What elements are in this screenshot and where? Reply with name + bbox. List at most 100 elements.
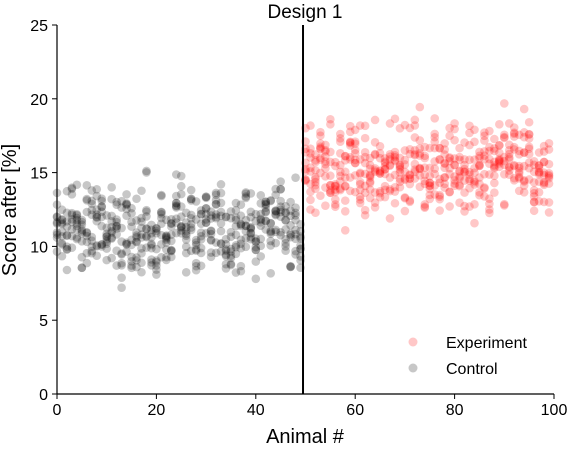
point-experiment xyxy=(534,197,544,206)
point-control xyxy=(87,232,97,242)
point-experiment xyxy=(400,175,410,185)
point-experiment xyxy=(430,181,440,190)
point-control xyxy=(221,246,231,255)
point-experiment xyxy=(485,146,494,156)
point-control xyxy=(77,229,87,238)
point-experiment xyxy=(331,200,340,209)
point-experiment xyxy=(370,138,380,147)
point-control xyxy=(62,244,72,254)
point-control xyxy=(67,184,77,194)
point-control xyxy=(67,190,77,199)
point-experiment xyxy=(410,115,420,125)
point-control xyxy=(261,203,271,212)
point-control xyxy=(117,273,126,282)
point-control xyxy=(107,194,116,204)
point-experiment xyxy=(490,146,499,156)
point-control xyxy=(176,189,186,199)
point-control xyxy=(196,235,206,244)
point-control xyxy=(181,242,191,252)
point-experiment xyxy=(529,157,539,166)
point-experiment xyxy=(420,200,430,209)
point-control xyxy=(132,256,141,265)
point-control xyxy=(211,199,221,209)
point-control xyxy=(157,219,166,228)
point-experiment xyxy=(534,163,544,173)
point-control xyxy=(251,234,261,244)
point-control xyxy=(216,247,226,256)
point-experiment xyxy=(321,172,330,181)
point-experiment xyxy=(350,155,360,165)
point-control xyxy=(236,200,246,209)
point-control xyxy=(196,206,206,215)
point-control xyxy=(127,252,136,262)
point-experiment xyxy=(395,177,405,187)
point-control xyxy=(241,192,251,201)
point-control xyxy=(102,211,111,220)
point-experiment xyxy=(340,225,350,235)
point-experiment xyxy=(460,176,469,185)
point-experiment xyxy=(514,172,524,182)
point-experiment xyxy=(440,158,449,168)
point-experiment xyxy=(470,218,479,228)
point-experiment xyxy=(380,185,390,195)
point-control xyxy=(122,238,131,247)
point-experiment xyxy=(395,160,405,170)
point-experiment xyxy=(490,171,499,181)
point-experiment xyxy=(370,115,380,125)
point-experiment xyxy=(524,130,534,139)
point-experiment xyxy=(504,154,514,164)
point-control xyxy=(201,209,211,219)
point-experiment xyxy=(321,152,330,161)
point-experiment xyxy=(311,174,320,184)
point-experiment xyxy=(514,130,524,140)
point-control xyxy=(291,250,300,259)
point-control xyxy=(181,229,191,239)
point-control xyxy=(127,235,136,245)
point-experiment xyxy=(430,114,440,123)
point-experiment xyxy=(529,167,539,177)
point-control xyxy=(246,207,256,217)
point-control xyxy=(147,229,156,238)
point-control xyxy=(226,247,236,256)
point-control xyxy=(82,258,92,268)
point-experiment xyxy=(435,143,444,153)
point-control xyxy=(132,216,141,225)
point-control xyxy=(167,252,176,262)
point-experiment xyxy=(524,134,534,143)
point-experiment xyxy=(490,134,499,144)
point-control xyxy=(157,240,166,249)
point-experiment xyxy=(380,161,390,171)
point-experiment xyxy=(529,192,539,201)
point-control xyxy=(206,226,216,236)
point-experiment xyxy=(534,148,544,157)
point-control xyxy=(251,237,261,246)
point-experiment xyxy=(455,152,464,162)
point-experiment xyxy=(485,142,494,152)
point-experiment xyxy=(509,123,519,132)
point-experiment xyxy=(321,145,330,155)
point-control xyxy=(112,224,121,233)
point-control xyxy=(191,265,201,275)
point-experiment xyxy=(316,139,325,148)
point-control xyxy=(92,191,102,201)
point-experiment xyxy=(514,163,524,173)
point-experiment xyxy=(350,145,360,155)
point-experiment xyxy=(350,137,360,146)
point-control xyxy=(82,196,92,205)
point-control xyxy=(246,223,256,233)
point-experiment xyxy=(495,159,504,168)
point-experiment xyxy=(390,170,400,180)
point-control xyxy=(62,242,72,251)
point-control xyxy=(271,206,280,215)
point-control xyxy=(92,242,102,251)
point-control xyxy=(102,232,111,241)
point-control xyxy=(157,213,166,223)
point-control xyxy=(67,243,77,252)
point-experiment xyxy=(455,181,464,191)
point-experiment xyxy=(470,200,479,209)
point-experiment xyxy=(440,150,449,159)
point-experiment xyxy=(316,142,325,151)
point-experiment xyxy=(445,202,454,211)
point-experiment xyxy=(490,157,499,167)
point-experiment xyxy=(539,197,549,207)
